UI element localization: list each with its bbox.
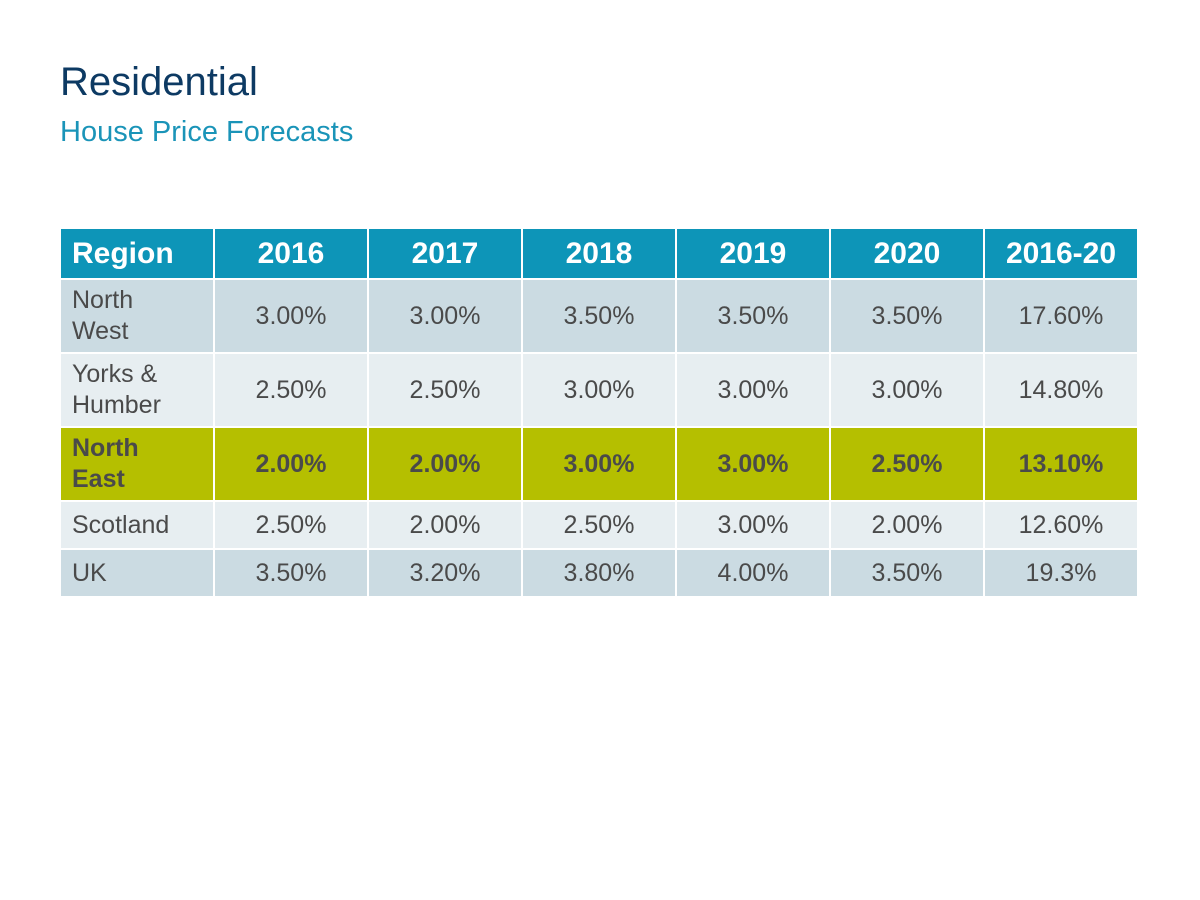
table-row-uk: UK 3.50% 3.20% 3.80% 4.00% 3.50% 19.3% [59,548,1139,598]
table-row-scotland: Scotland 2.50% 2.00% 2.50% 3.00% 2.00% 1… [59,500,1139,550]
value-cell: 3.50% [829,278,985,354]
header-row: Region 2016 2017 2018 2019 2020 2016-20 [59,227,1139,280]
value-cell: 2.00% [829,500,985,550]
total-cell: 12.60% [983,500,1139,550]
value-cell: 3.00% [521,426,677,502]
region-line: North [72,434,139,462]
table-row-north-west: North West 3.00% 3.00% 3.50% 3.50% 3.50% … [59,278,1139,354]
value-cell: 3.00% [521,352,677,428]
region-line: North [72,286,134,314]
table-row-north-east-highlighted: North East 2.00% 2.00% 3.00% 3.00% 2.50% … [59,426,1139,502]
column-header-2016-20: 2016-20 [983,227,1139,280]
value-cell: 3.20% [367,548,523,598]
region-cell: Yorks & Humber [59,352,215,428]
value-cell: 3.50% [829,548,985,598]
slide-title: Residential [60,60,258,104]
column-header-2018: 2018 [521,227,677,280]
value-cell: 2.00% [367,500,523,550]
value-cell: 3.00% [675,352,831,428]
total-cell: 14.80% [983,352,1139,428]
value-cell: 3.00% [367,278,523,354]
total-cell: 17.60% [983,278,1139,354]
value-cell: 3.50% [675,278,831,354]
table-row-yorks-humber: Yorks & Humber 2.50% 2.50% 3.00% 3.00% 3.… [59,352,1139,428]
forecast-table: Region 2016 2017 2018 2019 2020 2016-20 … [59,227,1139,598]
slide-subtitle: House Price Forecasts [60,116,354,148]
value-cell: 3.00% [675,500,831,550]
total-cell: 13.10% [983,426,1139,502]
value-cell: 2.50% [829,426,985,502]
region-cell: North East [59,426,215,502]
region-line: Yorks & [72,360,158,388]
value-cell: 2.50% [367,352,523,428]
value-cell: 2.50% [521,500,677,550]
value-cell: 3.80% [521,548,677,598]
value-cell: 2.50% [213,352,369,428]
column-header-region: Region [59,227,215,280]
column-header-2019: 2019 [675,227,831,280]
column-header-2020: 2020 [829,227,985,280]
value-cell: 3.50% [213,548,369,598]
region-line: UK [72,558,107,587]
value-cell: 3.00% [675,426,831,502]
region-cell: UK [59,548,215,598]
region-cell: North West [59,278,215,354]
value-cell: 2.00% [213,426,369,502]
value-cell: 3.50% [521,278,677,354]
region-line: East [72,465,125,493]
value-cell: 4.00% [675,548,831,598]
value-cell: 3.00% [829,352,985,428]
value-cell: 2.50% [213,500,369,550]
column-header-2017: 2017 [367,227,523,280]
value-cell: 3.00% [213,278,369,354]
value-cell: 2.00% [367,426,523,502]
region-cell: Scotland [59,500,215,550]
region-line: West [72,317,129,345]
region-line: Humber [72,391,161,419]
region-line: Scotland [72,510,170,539]
total-cell: 19.3% [983,548,1139,598]
column-header-2016: 2016 [213,227,369,280]
